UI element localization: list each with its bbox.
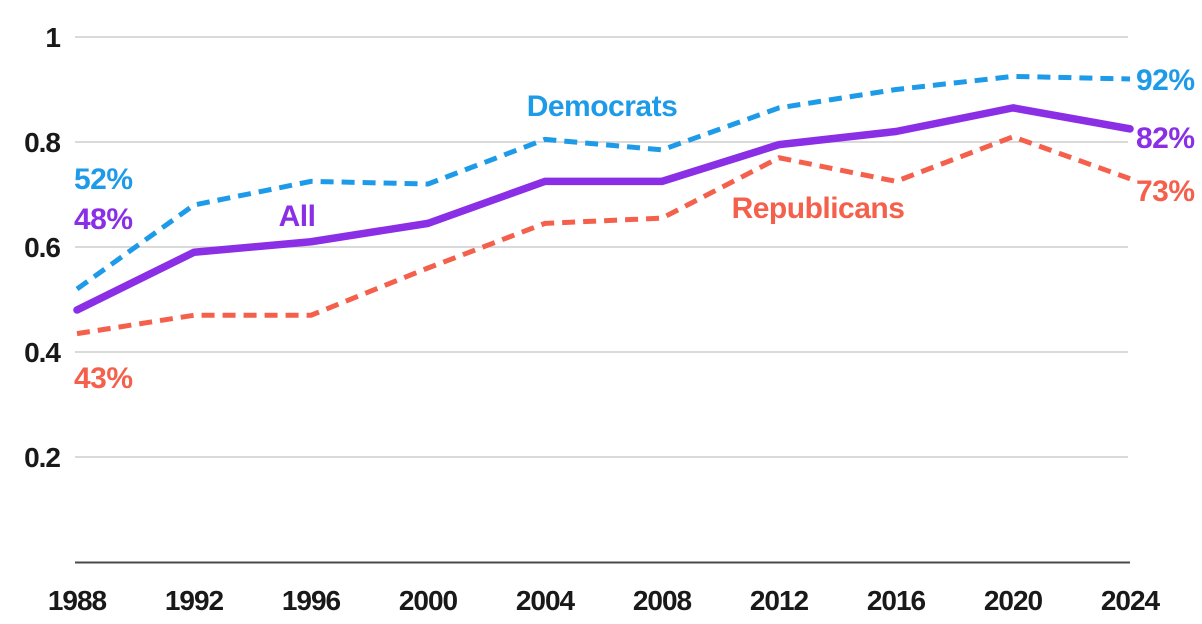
democrats-end-value: 92% [1136, 64, 1195, 97]
x-tick-label: 2016 [867, 585, 926, 616]
series-line-democrats [75, 73, 1131, 292]
y-axis-labels: 1 0.8 0.6 0.4 0.2 [24, 22, 62, 473]
republicans-end-value: 73% [1136, 175, 1195, 208]
x-tick-label: 1992 [165, 585, 224, 616]
republicans-start-value: 43% [74, 362, 133, 395]
series-lines [73, 73, 1134, 337]
series-annotations: 52% 48% 43% Democrats All Republicans 92% 82% 73… [74, 64, 1195, 395]
x-tick-label: 1988 [48, 585, 107, 616]
x-tick-label: 2020 [984, 585, 1043, 616]
y-tick-label: 0.2 [24, 442, 60, 473]
democrats-series-label: Democrats [527, 90, 678, 123]
democrats-start-value: 52% [74, 163, 133, 196]
x-tick-label: 1996 [282, 585, 341, 616]
y-tick-label: 0.4 [24, 337, 61, 368]
y-tick-label: 0.6 [24, 232, 60, 263]
x-tick-label: 2000 [399, 585, 458, 616]
series-line-all [73, 104, 1134, 314]
x-axis-labels: 1988 1992 1996 2000 2004 2008 2012 2016 2020 2024 [48, 585, 1162, 616]
all-end-value: 82% [1136, 122, 1195, 155]
y-tick-label: 1 [45, 22, 60, 53]
x-tick-label: 2024 [1101, 585, 1161, 616]
y-tick-label: 0.8 [24, 127, 60, 158]
all-start-value: 48% [74, 203, 133, 236]
x-tick-label: 2012 [750, 585, 809, 616]
republicans-series-label: Republicans [732, 192, 905, 225]
x-tick-label: 2008 [633, 585, 692, 616]
x-tick-label: 2004 [516, 585, 576, 616]
series-line-republicans [76, 134, 1131, 337]
all-series-label: All [279, 200, 316, 233]
